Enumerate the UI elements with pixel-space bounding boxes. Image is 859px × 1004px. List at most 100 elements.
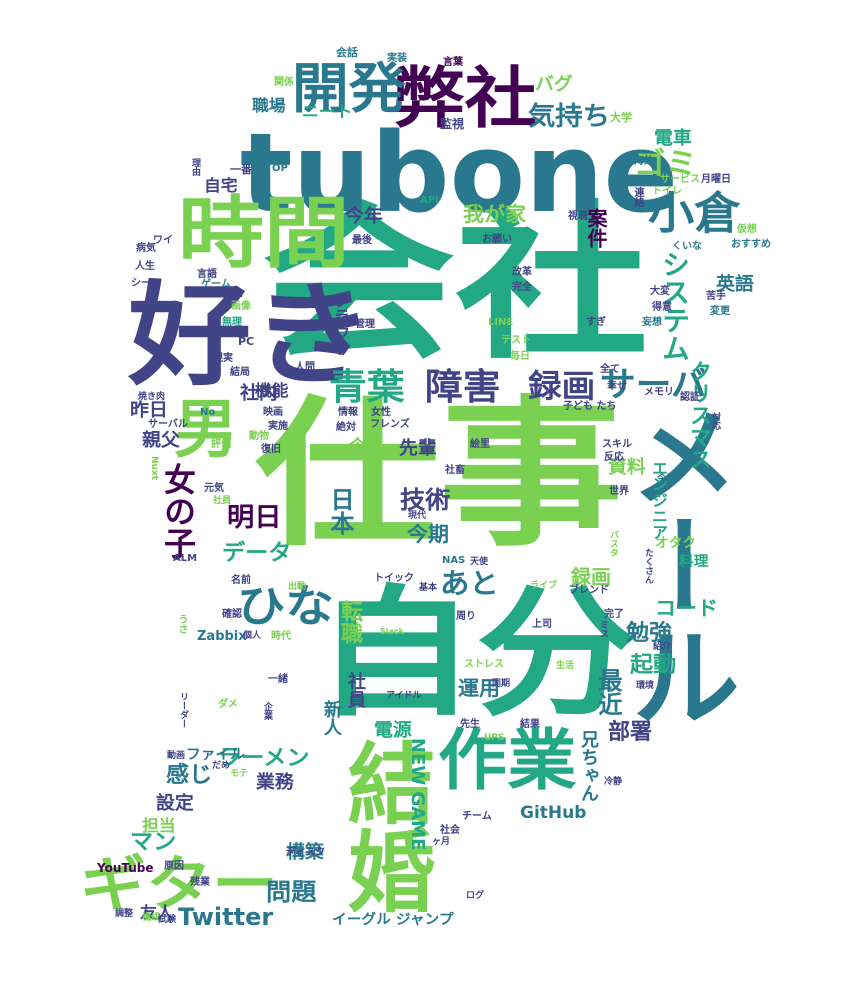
cloud-word: おすすめ (731, 239, 771, 250)
cloud-word: フレンズ (370, 419, 410, 430)
cloud-word: 病気 (136, 243, 156, 254)
cloud-word: ファイル (186, 747, 245, 763)
cloud-word: 動画 (167, 751, 186, 761)
cloud-word: ニート (302, 102, 353, 121)
cloud-word: 言葉 (443, 57, 463, 68)
cloud-word: うさ (176, 614, 187, 634)
cloud-word: サーバル (148, 419, 188, 430)
cloud-word: 問題 (266, 878, 317, 906)
cloud-word: 電源 (374, 720, 412, 741)
cloud-word: 結婚 (333, 738, 436, 914)
cloud-word: 親父 (142, 430, 180, 451)
cloud-word: 理由 (190, 158, 200, 176)
cloud-word: 開発 (292, 57, 406, 120)
cloud-word: 設定 (156, 793, 194, 814)
cloud-word: クラウド (331, 292, 350, 356)
cloud-word: 実装 (387, 53, 407, 64)
cloud-word: 昨日 (130, 400, 168, 421)
cloud-word: 会話 (336, 46, 358, 59)
cloud-word: サーバ (600, 365, 707, 405)
cloud-word: 大学 (610, 111, 632, 124)
cloud-word: 管理 (355, 319, 375, 330)
cloud-word: 人生 (135, 261, 155, 272)
cloud-word: 業務 (256, 772, 294, 793)
cloud-word: クリスマス (686, 360, 711, 470)
cloud-word: 紹介 (653, 642, 672, 652)
cloud-word: 苦手 (706, 291, 726, 302)
cloud-word: OP (272, 163, 288, 174)
cloud-word: データ (222, 541, 292, 566)
cloud-word: 海外 (634, 156, 654, 167)
cloud-word: ミス (598, 620, 608, 638)
cloud-word: 毎日 (510, 351, 530, 362)
cloud-word: 元気 (204, 483, 224, 494)
cloud-word: 技術 (400, 486, 451, 514)
cloud-word: 環境 (636, 681, 655, 691)
cloud-word: 天使 (470, 557, 489, 567)
cloud-word: 個人 (243, 631, 262, 641)
cloud-word: 企画 (349, 436, 383, 455)
cloud-word: 今期 (407, 522, 449, 546)
cloud-word: イーグル ジャンプ (332, 912, 454, 928)
cloud-word: 作業 (438, 722, 577, 799)
cloud-word: 先輩 (399, 438, 437, 459)
cloud-word: 社畜 (445, 465, 465, 476)
cloud-word: シーン (131, 278, 161, 289)
cloud-word: チーム (462, 811, 492, 822)
cloud-word: 対応 (710, 412, 720, 430)
cloud-word: 最後 (352, 235, 372, 246)
cloud-word: 起動 (630, 653, 677, 678)
cloud-word: 構成 (142, 913, 161, 923)
cloud-word: メール (611, 400, 739, 730)
cloud-word: 時間 (178, 189, 350, 279)
cloud-word: 担当 (142, 816, 176, 835)
cloud-word: 電車 (654, 128, 692, 149)
cloud-word: だめ (212, 761, 231, 771)
cloud-word: 英語 (716, 274, 754, 295)
cloud-word: テスト (501, 335, 531, 346)
cloud-word: 運用 (458, 676, 500, 700)
cloud-word: 人間 (295, 362, 315, 373)
cloud-word: 職場 (252, 96, 286, 115)
cloud-word: 仕事 (255, 381, 624, 568)
cloud-word: メモリ (644, 387, 674, 398)
cloud-word: 生活 (556, 661, 575, 671)
cloud-word: 出動 (288, 582, 307, 592)
cloud-word: モテ (230, 769, 249, 779)
cloud-word: 世界 (609, 486, 629, 497)
cloud-word: スキル (602, 439, 632, 450)
cloud-word: 障害 (425, 367, 501, 408)
cloud-word: PC (238, 335, 255, 348)
cloud-word: 幸せ (607, 381, 627, 392)
cloud-word: 子ども たち (563, 401, 617, 412)
cloud-word: 全て (600, 364, 620, 375)
cloud-word: Zabbix (197, 629, 247, 644)
cloud-word: 情報 (338, 407, 358, 418)
cloud-word: 基本 (419, 583, 438, 593)
cloud-word: リーダー (178, 692, 188, 728)
cloud-word: ストレス (464, 659, 504, 670)
cloud-word: エンジニア (649, 460, 668, 540)
cloud-word: 料理 (679, 554, 709, 570)
cloud-word: 視聴 (568, 211, 588, 222)
cloud-word: 調整 (115, 909, 134, 919)
cloud-word: 最近 (594, 668, 622, 716)
cloud-word: 確認 (222, 609, 242, 620)
cloud-word: 原因 (164, 861, 184, 872)
cloud-word: 復旧 (261, 444, 281, 455)
cloud-word: アイドル (386, 691, 422, 701)
cloud-word: CI (232, 289, 244, 300)
cloud-word: 焼き肉 (138, 392, 166, 402)
cloud-word: 映画 (263, 407, 283, 418)
cloud-word: ゲーム (201, 279, 231, 290)
cloud-word: GitHub (520, 803, 587, 823)
cloud-word: 大変 (650, 286, 670, 297)
cloud-word: 絵里 (470, 439, 490, 450)
cloud-word: コード (655, 596, 718, 620)
cloud-word: オタク (655, 536, 696, 551)
cloud-word: 新人 (321, 700, 342, 736)
cloud-word: 結果 (520, 719, 540, 730)
cloud-word: 友人 (140, 903, 174, 922)
cloud-word: 残業 (190, 877, 210, 888)
